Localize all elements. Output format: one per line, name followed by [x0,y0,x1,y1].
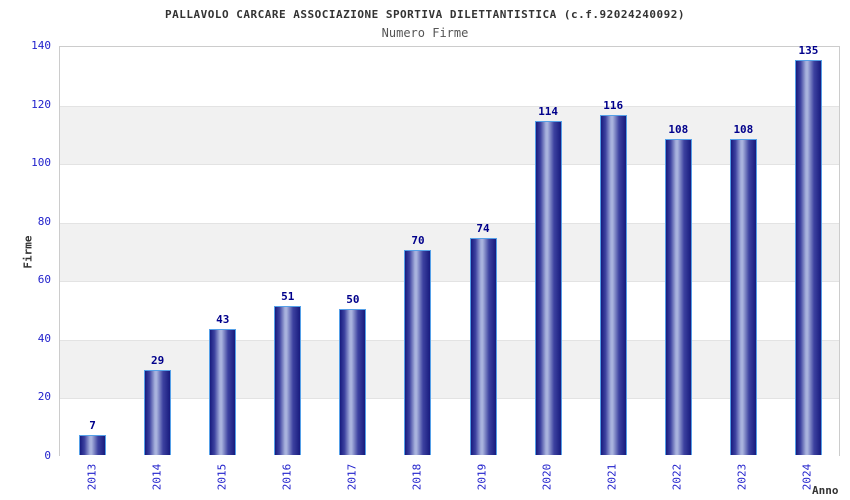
plot-band [60,281,839,340]
bar-value-label-2016: 51 [281,289,295,303]
gridline [60,339,839,341]
bar-value-label-2020: 114 [538,105,559,119]
bar-value-label-2018: 70 [411,234,425,247]
x-tick-label-2020: 2020 [540,463,554,491]
plot-area: 7 29 43 51 50 70 74 114 116 108 108 135 [59,43,840,457]
y-tick-label-100: 100 [31,156,51,170]
y-tick-label-40: 40 [37,331,51,345]
bar-value-label-2024: 135 [798,43,819,57]
bar-value-label-2023: 108 [733,122,754,136]
plot-band [60,164,839,223]
x-tick-label-2019: 2019 [475,463,489,491]
bar-2021 [599,115,627,455]
chart-subtitle: Numero Firme [381,26,469,40]
y-tick-label-60: 60 [37,273,51,287]
bar-value-label-2021: 116 [603,99,624,113]
bar-2017 [339,308,367,455]
y-tick-label-0: 0 [44,449,51,462]
x-tick-label-2023: 2023 [735,463,749,491]
bar-2014 [144,370,172,455]
plot-band [60,47,839,106]
x-tick-label-2016: 2016 [280,463,294,491]
bar-value-label-2014: 29 [151,354,165,368]
gridline [60,105,839,107]
bar-2022 [664,138,692,455]
plot-band [60,105,839,165]
bar-2020 [534,121,562,455]
gridline [60,281,839,283]
bar-2013 [79,434,107,455]
bar-2015 [209,329,237,455]
plot-band [60,222,839,282]
x-tick-label-2013: 2013 [85,463,99,491]
gridline [60,398,839,400]
x-tick-label-2022: 2022 [670,463,684,491]
plot-band [60,339,839,399]
bar-value-label-2015: 43 [216,313,230,327]
bar-2023 [729,138,757,455]
x-tick-label-2021: 2021 [605,463,619,491]
x-axis-title: Anno [812,484,839,497]
gridline [60,222,839,224]
y-axis-title: Firme [21,235,35,269]
bar-value-label-2022: 108 [668,122,689,136]
y-tick-label-120: 120 [31,97,51,111]
y-tick-label-80: 80 [37,214,51,228]
bar-value-label-2013: 7 [89,418,96,432]
gridline [60,164,839,166]
x-tick-label-2018: 2018 [410,463,424,491]
bar-value-label-2017: 50 [346,292,360,306]
bar-2024 [794,59,822,455]
bar-value-label-2019: 74 [476,222,490,236]
x-tick-label-2015: 2015 [215,463,229,491]
chart-title: PALLAVOLO CARCARE ASSOCIAZIONE SPORTIVA … [165,8,685,21]
plot-band [60,398,839,457]
y-tick-label-140: 140 [31,39,51,52]
x-tick-label-2014: 2014 [150,463,164,491]
y-tick-label-20: 20 [37,390,51,404]
bar-2019 [469,238,497,455]
x-tick-label-2017: 2017 [345,463,359,491]
bar-2016 [274,305,302,455]
bar-2018 [404,250,432,455]
